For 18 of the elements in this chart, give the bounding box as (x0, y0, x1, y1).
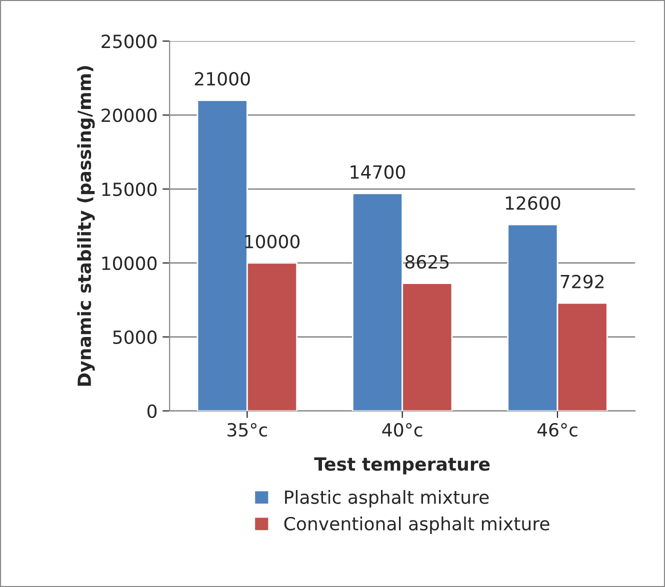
y-tick-label: 25000 (102, 34, 157, 48)
data-label: 21000 (194, 72, 250, 86)
x-tick-label: 40°c (382, 423, 422, 437)
y-axis-title: Dynamic stability (passing/mm) (77, 66, 95, 386)
data-label: 7292 (560, 274, 604, 288)
y-tick-label: 15000 (102, 182, 157, 196)
x-tick-label: 46°c (537, 423, 578, 437)
data-label: 14700 (350, 165, 406, 179)
legend-label: Conventional asphalt mixture (284, 516, 550, 534)
legend-label: Plastic asphalt mixture (285, 490, 489, 508)
x-tick-label: 35°c (228, 423, 268, 437)
data-label: 12600 (506, 196, 560, 210)
y-tick-label: 0 (147, 404, 157, 418)
y-tick-label: 5000 (113, 330, 157, 344)
y-tick-label: 20000 (102, 108, 157, 122)
x-axis-title: Test temperature (314, 457, 490, 474)
data-label: 8625 (405, 255, 449, 269)
y-tick-label: 10000 (102, 256, 157, 270)
